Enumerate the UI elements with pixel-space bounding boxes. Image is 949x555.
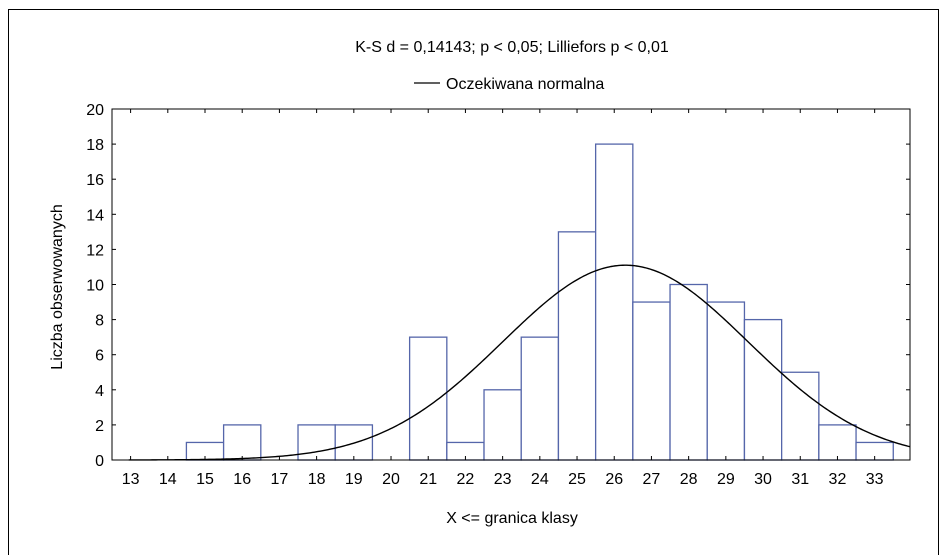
bar-31 (781, 371, 820, 461)
bar-24 (520, 336, 560, 461)
x-tick-label: 29 (717, 471, 735, 488)
bar-21 (408, 336, 448, 461)
bar-27 (632, 301, 671, 461)
x-tick-label: 33 (866, 471, 884, 488)
y-tick-label: 4 (95, 383, 104, 400)
x-tick-label: 20 (382, 471, 400, 488)
bar-30 (743, 318, 783, 461)
x-tick-label: 19 (345, 471, 363, 488)
y-tick-label: 2 (95, 418, 104, 435)
y-axis-label: Liczba obserwowanych (49, 204, 66, 369)
bar-32 (818, 424, 857, 461)
x-tick-label: 14 (159, 471, 177, 488)
bar-25 (557, 231, 597, 461)
x-tick-label: 31 (791, 471, 809, 488)
x-tick-label: 25 (568, 471, 586, 488)
bar-29 (706, 301, 746, 461)
y-tick-label: 18 (86, 137, 104, 154)
y-tick-label: 10 (86, 278, 104, 295)
bars-group (185, 143, 894, 461)
x-tick-label: 22 (457, 471, 475, 488)
x-tick-label: 27 (643, 471, 661, 488)
bar-16 (222, 424, 262, 461)
chart-frame (8, 9, 939, 555)
bar-26 (594, 143, 634, 461)
x-tick-label: 15 (196, 471, 214, 488)
x-tick-label: 24 (531, 471, 549, 488)
x-tick-label: 16 (233, 471, 251, 488)
y-tick-label: 16 (86, 172, 104, 189)
legend: Oczekiwana normalna (414, 76, 604, 93)
x-axis-label: X <= granica klasy (446, 510, 578, 527)
x-tick-label: 30 (754, 471, 772, 488)
x-tick-label: 26 (605, 471, 623, 488)
x-tick-label: 23 (494, 471, 512, 488)
x-tick-label: 28 (680, 471, 698, 488)
bar-28 (669, 283, 708, 461)
normal-curve (128, 264, 911, 461)
bar-23 (483, 389, 522, 461)
x-tick-label: 17 (271, 471, 289, 488)
x-tick-label: 32 (829, 471, 847, 488)
y-tick-label: 0 (95, 453, 104, 470)
x-tick-label: 21 (419, 471, 437, 488)
x-tick-label: 13 (122, 471, 140, 488)
y-axis: 0 2 4 6 8 10 12 14 16 18 20 (86, 102, 910, 470)
y-tick-label: 6 (95, 348, 104, 365)
x-tick-label: 18 (308, 471, 326, 488)
legend-label: Oczekiwana normalna (446, 76, 604, 93)
y-tick-label: 8 (95, 313, 104, 330)
x-axis: 13 14 15 16 17 18 19 20 21 22 23 24 25 26 27 28 29 30 31 32… (122, 109, 884, 488)
y-tick-label: 20 (86, 102, 104, 119)
y-tick-label: 14 (86, 207, 104, 224)
bar-18 (297, 424, 336, 461)
chart-title: K-S d = 0,14143; p < 0,05; Lilliefors p … (355, 39, 669, 56)
y-tick-label: 12 (86, 242, 104, 259)
